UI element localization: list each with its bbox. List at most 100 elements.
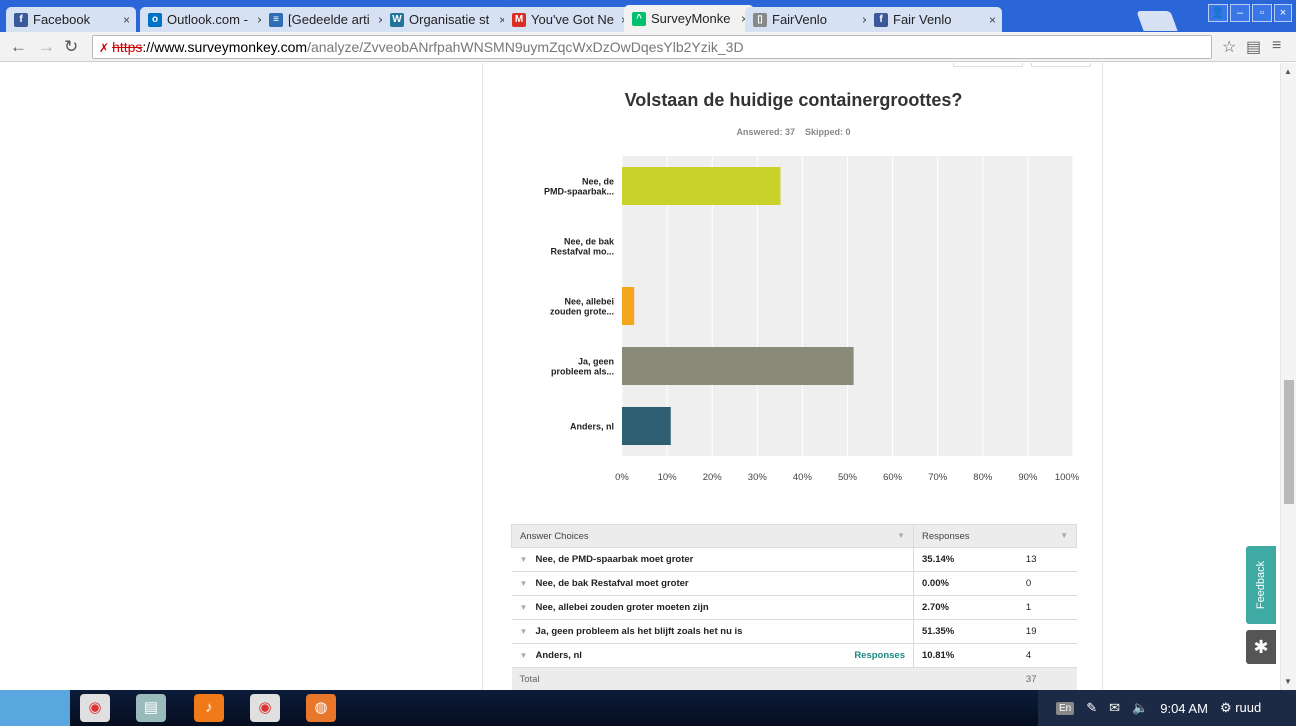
answer-choice-label: Ja, geen probleem als het blijft zoals h… (536, 626, 743, 637)
response-count: 19 (992, 620, 1077, 644)
pen-icon[interactable]: ✎ (1086, 700, 1097, 716)
taskbar: ◉ ▤ ♪ ◉ ◍ En ✎ ✉ 🔈 9:04 AM ⚙ ruud (0, 690, 1296, 726)
expand-caret-icon[interactable]: ▼ (520, 555, 536, 564)
response-count: 4 (992, 644, 1077, 668)
chrome-icon[interactable]: ◉ (250, 694, 280, 722)
answer-choices-header-label: Answer Choices (520, 531, 589, 542)
category-label: PMD-spaarbak... (544, 187, 614, 197)
question-stats: Answered: 37 Skipped: 0 (483, 127, 1104, 137)
wordpress-icon: W (390, 13, 404, 27)
x-tick-label: 100% (1055, 472, 1080, 483)
answer-choice-cell: ▼ Anders, nl Responses (512, 644, 914, 668)
tab-title: [Gedeelde arti (288, 12, 374, 27)
firefox-icon[interactable]: ◍ (306, 694, 336, 722)
tab-title: You've Got Ne (531, 12, 617, 27)
browser-tab-strip: f Facebook × oOutlook.com -×≡[Gedeelde arti… (0, 0, 1296, 32)
bar-chart: 0% 10% 20% 30% 40% 50% 60% 70% 80% 90% 100%Nee, de… (483, 153, 1104, 493)
x-tick-label: 30% (748, 472, 768, 483)
scroll-up-icon[interactable]: ▲ (1284, 67, 1292, 76)
toolbar-button-stub[interactable] (1031, 63, 1091, 67)
close-tab-icon[interactable]: × (989, 13, 996, 27)
answer-table: Answer Choices ▼ Responses ▼ ▼ Nee, de PM… (511, 524, 1077, 690)
total-row: Total 37 (512, 668, 1077, 691)
x-tick-label: 70% (928, 472, 948, 483)
category-label: Anders, nl (570, 422, 614, 432)
user-menu[interactable]: ⚙ ruud (1220, 700, 1261, 716)
responses-header-label: Responses (922, 531, 970, 542)
response-percent: 51.35% (914, 620, 992, 644)
tab-title: Facebook (33, 12, 119, 27)
files-icon[interactable]: ▤ (136, 694, 166, 722)
close-window-button[interactable]: × (1274, 4, 1292, 22)
browser-tab[interactable]: o Outlook.com - × (140, 7, 270, 32)
table-row[interactable]: ▼ Nee, de PMD-spaarbak moet groter 35.14% 1… (512, 548, 1077, 572)
browser-toolbar: ← → ↻ ✗ https://www.surveymonkey.com/anal… (0, 32, 1296, 62)
browser-tab[interactable]: f Facebook × (6, 7, 136, 32)
minimize-button[interactable]: – (1230, 4, 1250, 22)
answer-choices-header[interactable]: Answer Choices ▼ (512, 525, 914, 548)
browser-tab[interactable]: W Organisatie st × (382, 7, 512, 32)
language-indicator[interactable]: En (1056, 702, 1074, 715)
table-row[interactable]: ▼ Nee, de bak Restafval moet groter 0.00% 0 (512, 572, 1077, 596)
browser-tab[interactable]: ≡ [Gedeelde arti × (261, 7, 391, 32)
question-title: Volstaan de huidige containergroottes? (483, 90, 1104, 111)
page-viewport: Volstaan de huidige containergroottes? A… (0, 63, 1280, 690)
x-tick-label: 0% (615, 472, 629, 483)
extension-icon[interactable]: ▤ (1246, 37, 1261, 57)
category-label: Restafval mo... (550, 247, 614, 257)
category-label: Ja, geen (578, 357, 614, 367)
app-launcher-icon[interactable] (0, 690, 70, 726)
clock[interactable]: 9:04 AM (1160, 701, 1208, 716)
table-row[interactable]: ▼ Ja, geen probleem als het blijft zoals … (512, 620, 1077, 644)
mail-icon[interactable]: ✉ (1109, 700, 1120, 716)
response-count: 13 (992, 548, 1077, 572)
bookmark-star-icon[interactable]: ☆ (1222, 37, 1236, 57)
responses-header[interactable]: Responses ▼ (914, 525, 1077, 548)
toolbar-button-stub[interactable] (953, 63, 1023, 67)
expand-caret-icon[interactable]: ▼ (520, 603, 536, 612)
volume-icon[interactable]: 🔈 (1132, 700, 1148, 716)
expand-caret-icon[interactable]: ▼ (520, 627, 536, 636)
x-tick-label: 10% (658, 472, 678, 483)
sort-caret-icon[interactable]: ▼ (1060, 531, 1068, 540)
facebook-icon: f (14, 13, 28, 27)
page-scrollbar[interactable]: ▲ ▼ (1280, 63, 1296, 690)
address-bar[interactable]: ✗ https://www.surveymonkey.com/analyze/Zv… (92, 35, 1212, 59)
responses-link[interactable]: Responses (854, 650, 905, 661)
table-row[interactable]: ▼ Anders, nl Responses 10.81% 4 (512, 644, 1077, 668)
x-tick-label: 50% (838, 472, 858, 483)
outlook-icon: o (148, 13, 162, 27)
bar (622, 167, 780, 205)
new-tab-button[interactable] (1136, 11, 1177, 31)
expand-caret-icon[interactable]: ▼ (520, 651, 536, 660)
skipped-label: Skipped: (805, 127, 843, 137)
bar (622, 347, 854, 385)
response-percent: 0.00% (914, 572, 992, 596)
scrollbar-thumb[interactable] (1284, 380, 1294, 504)
forward-arrow-icon[interactable]: → (38, 37, 55, 57)
tab-title: Fair Venlo (893, 12, 985, 27)
maximize-button[interactable]: ▫ (1252, 4, 1272, 22)
expand-caret-icon[interactable]: ▼ (520, 579, 536, 588)
bug-report-icon[interactable]: ✱ (1246, 630, 1276, 664)
reload-icon[interactable]: ↻ (64, 37, 78, 57)
x-tick-label: 40% (793, 472, 813, 483)
close-tab-icon[interactable]: × (123, 13, 130, 27)
back-arrow-icon[interactable]: ← (10, 37, 27, 57)
table-row[interactable]: ▼ Nee, allebei zouden groter moeten zijn 2… (512, 596, 1077, 620)
browser-tab[interactable]: ^ SurveyMonke × (624, 5, 754, 32)
menu-icon[interactable]: ≡ (1272, 37, 1281, 55)
browser-tab[interactable]: ▯ FairVenlo × (745, 7, 875, 32)
profile-icon[interactable]: 👤 (1208, 4, 1228, 22)
page-icon: ▯ (753, 13, 767, 27)
sort-caret-icon[interactable]: ▼ (897, 531, 905, 540)
feedback-button[interactable]: Feedback (1246, 546, 1276, 624)
music-icon[interactable]: ♪ (194, 694, 224, 722)
scroll-down-icon[interactable]: ▼ (1284, 677, 1292, 686)
bar (622, 287, 634, 325)
chrome-icon[interactable]: ◉ (80, 694, 110, 722)
x-tick-label: 20% (703, 472, 723, 483)
broken-lock-icon[interactable]: ✗ (99, 41, 109, 55)
browser-tab[interactable]: f Fair Venlo × (866, 7, 1002, 32)
